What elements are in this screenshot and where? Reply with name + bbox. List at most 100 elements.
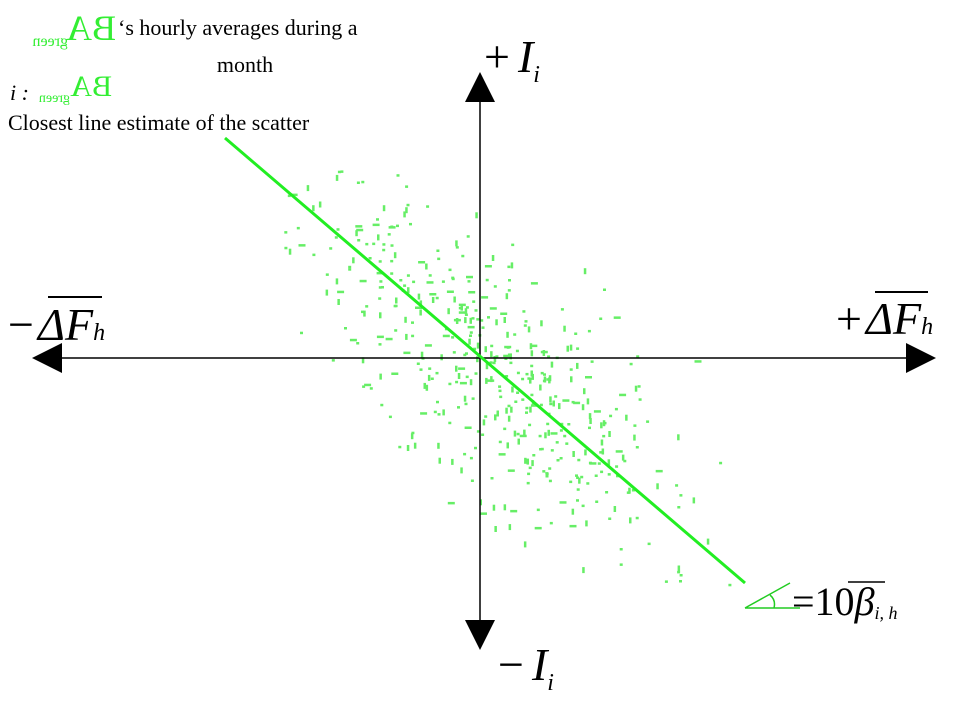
scatter-dot bbox=[633, 434, 636, 441]
scatter-dot bbox=[451, 458, 454, 465]
scatter-dot bbox=[530, 370, 533, 377]
slope-label: =10βi, h bbox=[792, 579, 898, 624]
scatter-dot bbox=[463, 452, 467, 456]
sign: − bbox=[8, 299, 34, 350]
scatter-dot bbox=[552, 400, 555, 407]
legend-symbol-sub: green bbox=[39, 91, 70, 106]
sign: + bbox=[484, 31, 510, 82]
fit-line bbox=[224, 136, 746, 585]
scatter-dot bbox=[485, 363, 489, 370]
scatter-dot bbox=[548, 467, 552, 470]
scatter-dot bbox=[589, 462, 597, 465]
scatter-dot bbox=[636, 355, 640, 358]
scatter-dot bbox=[692, 497, 696, 504]
scatter-dot bbox=[412, 280, 416, 284]
scatter-dot bbox=[694, 360, 702, 363]
arrow-left bbox=[32, 343, 62, 373]
axis-bottom-label: − Ii bbox=[498, 639, 554, 696]
arrow-up bbox=[465, 72, 495, 102]
scatter-dot bbox=[527, 472, 531, 476]
scatter-dot bbox=[484, 346, 487, 353]
scatter-dot bbox=[547, 355, 551, 358]
scatter-dot bbox=[484, 415, 488, 418]
scatter-dot bbox=[559, 457, 563, 460]
scatter-dot bbox=[448, 421, 452, 425]
scatter-dot bbox=[525, 411, 528, 414]
scatter-dot bbox=[504, 345, 512, 349]
scatter-dot bbox=[506, 442, 509, 449]
scatter-dot bbox=[527, 377, 531, 380]
scatter-dot bbox=[554, 395, 558, 398]
scatter-dot bbox=[474, 446, 477, 450]
scatter-dot bbox=[516, 371, 520, 375]
scatter-dot bbox=[287, 194, 291, 198]
scatter-dot bbox=[457, 406, 460, 409]
scatter-dot bbox=[539, 384, 542, 391]
symbol: I bbox=[531, 639, 550, 690]
scatter-dot bbox=[569, 368, 573, 371]
scatter-dot bbox=[490, 376, 493, 383]
scatter-dot bbox=[517, 438, 520, 445]
scatter-dot bbox=[496, 410, 499, 417]
scatter-dot bbox=[510, 509, 518, 513]
scatter-dot bbox=[498, 440, 502, 444]
scatter-dot bbox=[458, 306, 462, 310]
scatter-dot bbox=[492, 504, 496, 511]
scatter-dot bbox=[524, 457, 527, 464]
scatter-dot bbox=[428, 367, 432, 370]
scatter-dot bbox=[588, 426, 591, 430]
scatter-dot bbox=[337, 170, 341, 174]
scatter-dot bbox=[390, 244, 394, 247]
scatter-dot bbox=[505, 293, 509, 300]
scatter-dot bbox=[461, 254, 465, 258]
scatter-dot bbox=[426, 205, 430, 208]
scatter-dot bbox=[416, 362, 420, 365]
scatter-dot bbox=[382, 205, 386, 212]
title-symbol-sub: green bbox=[32, 33, 68, 50]
scatter-dot bbox=[559, 501, 567, 504]
scatter-dot bbox=[590, 360, 594, 363]
subscript: h bbox=[93, 320, 105, 346]
scatter-dot bbox=[357, 239, 361, 242]
scatter-dot bbox=[507, 265, 511, 269]
scatter-dot bbox=[599, 317, 603, 320]
scatter-dot bbox=[361, 310, 364, 314]
scatter-dot bbox=[468, 338, 471, 345]
scatter-dot bbox=[455, 246, 459, 249]
scatter-dot bbox=[526, 481, 530, 485]
scatter-dot bbox=[451, 336, 455, 339]
scatter-dot bbox=[411, 334, 415, 338]
scatter-dot bbox=[403, 351, 411, 355]
scatter-dot bbox=[605, 491, 609, 494]
scatter-dot bbox=[436, 249, 440, 252]
scatter-dot bbox=[519, 434, 527, 438]
scatter-dot bbox=[379, 373, 382, 380]
scatter-dot bbox=[470, 479, 474, 482]
scatter-dot bbox=[378, 286, 382, 289]
scatter-dot bbox=[466, 235, 470, 238]
scatter-dot bbox=[609, 414, 613, 418]
scatter-dot bbox=[623, 459, 627, 463]
scatter-dot bbox=[284, 246, 288, 250]
scatter-dot bbox=[473, 347, 477, 351]
scatter-dot bbox=[526, 458, 529, 465]
scatter-dot bbox=[356, 228, 364, 232]
scatter-dot bbox=[585, 520, 588, 527]
scatter-dot bbox=[467, 325, 475, 329]
scatter-dot bbox=[420, 412, 428, 415]
scatter-dot bbox=[548, 479, 552, 483]
scatter-dot bbox=[471, 317, 475, 320]
scatter-dot bbox=[631, 489, 635, 492]
scatter-dot bbox=[546, 422, 550, 426]
scatter-dot bbox=[594, 474, 598, 477]
scatter-dot bbox=[377, 234, 380, 241]
scatter-dot bbox=[530, 404, 538, 407]
subscript: h bbox=[921, 314, 933, 340]
scatter-dot bbox=[394, 304, 398, 308]
scatter-dot bbox=[403, 284, 407, 287]
scatter-dot bbox=[615, 450, 623, 453]
scatter-dot bbox=[355, 230, 358, 237]
scatter-dot bbox=[569, 344, 573, 351]
scatter-dot bbox=[437, 413, 441, 416]
scatter-dot bbox=[460, 467, 463, 474]
